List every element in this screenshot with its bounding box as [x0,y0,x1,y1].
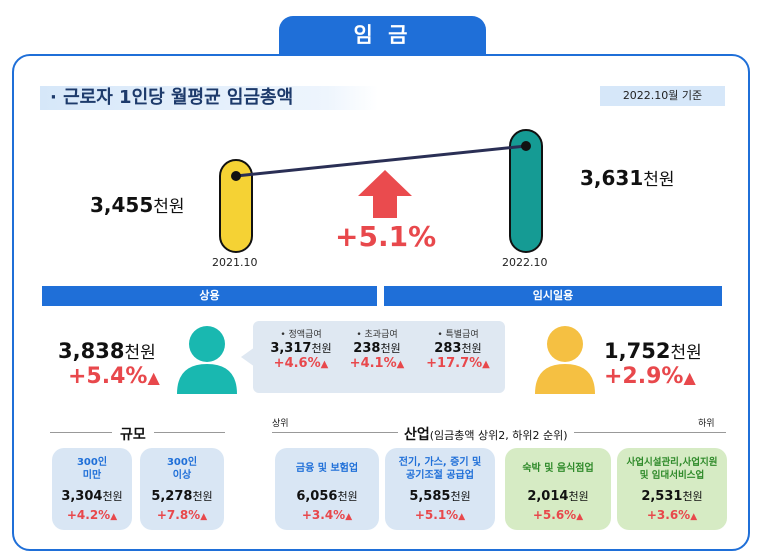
wage-2022: 3,631천원 [580,166,675,190]
base-date: 2022.10월 기준 [600,86,725,106]
industry-card-finance: 금융 및 보험업 6,056천원 +3.4%▲ [275,448,379,530]
regular-breakdown-box [241,321,505,393]
regular-wage: 3,838천원 [58,339,156,363]
industry-card-utilities: 전기, 가스, 증기 및 공기조절 공급업 5,585천원 +5.1%▲ [385,448,495,530]
section-tab: 임 금 [279,16,486,54]
point-2022 [521,141,531,151]
pillar-2022 [509,129,543,253]
connector-line [235,144,527,178]
special-pay: • 특별급여 283천원 +17.7%▲ [426,330,490,371]
up-arrow-icon: ▲ [147,368,160,387]
top-label: 상위 [272,419,289,429]
increase-arrow-icon [358,170,412,218]
temp-person-icon [535,326,595,394]
section-heading: · 근로자 1인당 월평균 임금총액 [40,86,378,110]
industry-card-business-support: 사업시설관리,사업지원 및 임대서비스업 2,531천원 +3.6%▲ [617,448,727,530]
bottom-label: 하위 [698,419,715,429]
regular-pct: +5.4%▲ [68,364,160,389]
date-2021: 2021.10 [212,256,258,269]
size-card-under300: 300인 미만 3,304천원 +4.2%▲ [52,448,132,530]
regular-bar: 상용 [42,286,377,306]
size-card-over300: 300인 이상 5,278천원 +7.8%▲ [140,448,224,530]
pillar-2021 [219,159,253,253]
size-heading: 규모 [112,424,154,444]
temp-bar: 임시일용 [384,286,722,306]
temp-wage: 1,752천원 [604,339,702,363]
date-2022: 2022.10 [502,256,548,269]
fixed-pay: • 정액급여 3,317천원 +4.6%▲ [270,330,332,371]
industry-card-accommodation: 숙박 및 음식점업 2,014천원 +5.6%▲ [505,448,611,530]
overtime-pay: • 초과급여 238천원 +4.1%▲ [349,330,405,371]
temp-pct: +2.9%▲ [604,364,696,389]
wage-2021: 3,455천원 [90,193,185,217]
point-2021 [231,171,241,181]
total-change-pct: +5.1% [335,220,437,253]
regular-person-icon [177,326,237,394]
industry-heading: 산업(임금총액 상위2, 하위2 순위) [398,424,574,444]
